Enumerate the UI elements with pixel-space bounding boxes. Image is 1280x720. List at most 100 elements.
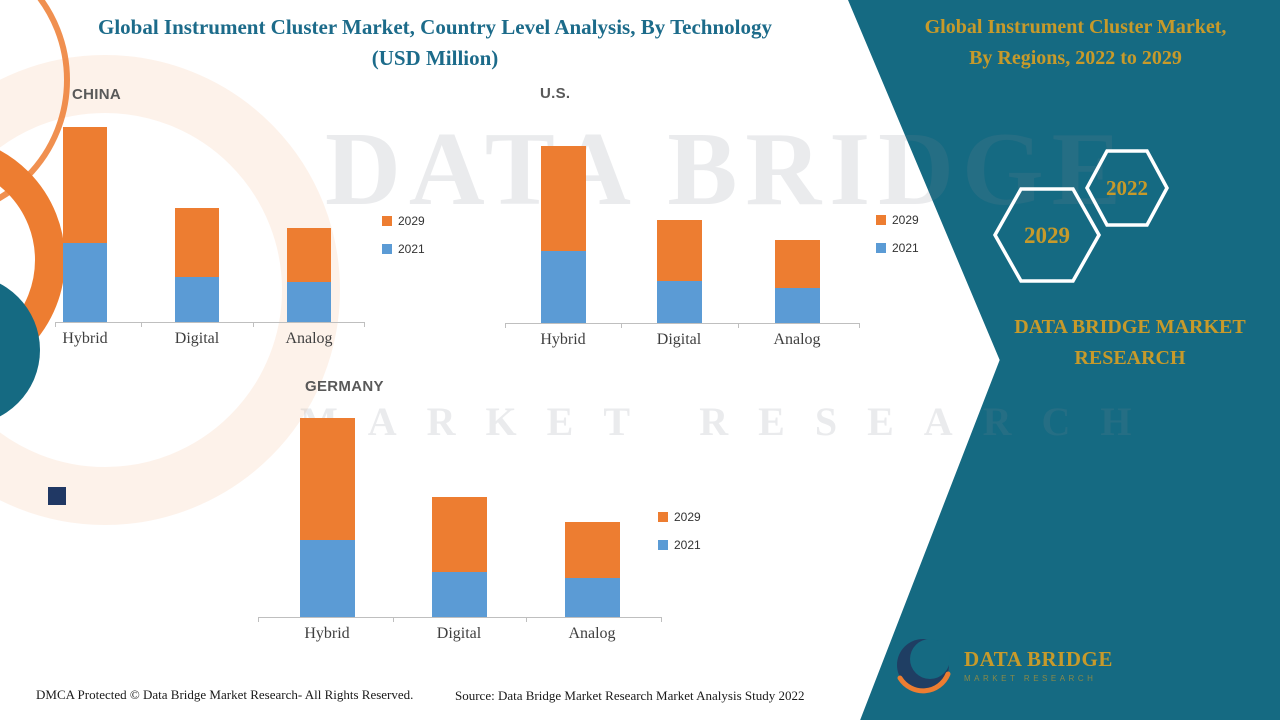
stacked-bar-analog: [287, 228, 331, 322]
bar-segment-2021: [299, 540, 355, 617]
category-labels: Hybrid Digital Analog: [505, 331, 860, 353]
category-label: Digital: [174, 330, 220, 347]
logo-text: DATA BRIDGE MARKET RESEARCH: [964, 647, 1113, 683]
legend-item-2021: 2021: [876, 241, 919, 255]
category-label: Hybrid: [304, 625, 350, 642]
logo-name: DATA BRIDGE: [964, 647, 1113, 671]
side-title-line2: By Regions, 2022 to 2029: [969, 47, 1182, 69]
bar-segment-2021: [656, 281, 702, 323]
axis-tick: [364, 322, 365, 327]
footer-dmca: DMCA Protected © Data Bridge Market Rese…: [36, 687, 414, 702]
plot-area: [55, 122, 365, 322]
plot-area: [505, 123, 860, 323]
category-label: Hybrid: [540, 331, 586, 348]
axis-tick: [393, 617, 394, 622]
legend-label: 2021: [398, 242, 425, 256]
brand-text-line1: DATA BRIDGE MARKET: [1014, 316, 1246, 338]
axis-tick: [661, 617, 662, 622]
hexagon-2022-outline: [1085, 149, 1169, 227]
axis-tick: [253, 322, 254, 327]
legend-item-2021: 2021: [658, 538, 701, 552]
stacked-bar-analog: [564, 522, 620, 617]
bar-segment-2029: [656, 220, 702, 281]
main-title-line2: (USD Million): [371, 46, 499, 70]
navy-square-decoration: [48, 487, 66, 505]
company-logo: DATA BRIDGE MARKET RESEARCH: [892, 634, 1113, 696]
category-label: Digital: [436, 625, 482, 642]
stacked-bar-digital: [431, 497, 487, 617]
bar-segment-2021: [431, 572, 487, 617]
stacked-bar-digital: [656, 220, 702, 323]
stacked-bar-hybrid: [63, 127, 107, 322]
axis-tick: [55, 322, 56, 327]
plot-area: [258, 412, 662, 617]
chart-us: U.S. Hybrid Digital Analog: [505, 84, 860, 353]
legend-item-2021: 2021: [382, 242, 425, 256]
legend-item-2029: 2029: [876, 213, 919, 227]
bar-segment-2029: [63, 127, 107, 243]
category-label: Analog: [773, 331, 821, 348]
category-labels: Hybrid Digital Analog: [55, 330, 365, 352]
chart-germany: GERMANY Hybrid Digital Analog: [258, 377, 662, 647]
chart-title-china: CHINA: [72, 86, 121, 103]
hexagon-2022-label: 2022: [1106, 176, 1148, 200]
bar-segment-2029: [564, 522, 620, 578]
x-axis: [505, 323, 860, 328]
brand-text: DATA BRIDGE MARKET RESEARCH: [1000, 312, 1260, 374]
legend-swatch: [658, 512, 668, 522]
bar-segment-2021: [175, 277, 219, 322]
bar-segment-2029: [175, 208, 219, 277]
chart-title-germany: GERMANY: [305, 378, 384, 395]
bar-segment-2029: [431, 497, 487, 572]
category-label: Analog: [568, 625, 616, 642]
brand-text-line2: RESEARCH: [1074, 347, 1186, 369]
bar-segment-2029: [299, 418, 355, 540]
watermark-text-large: DATA BRIDGE: [325, 110, 1130, 227]
category-labels: Hybrid Digital Analog: [258, 625, 662, 647]
axis-tick: [258, 617, 259, 622]
hexagon-2029-label: 2029: [1024, 223, 1070, 248]
axis-tick: [525, 617, 527, 622]
axis-tick: [505, 323, 506, 328]
axis-tick: [738, 323, 739, 328]
stacked-bar-digital: [175, 208, 219, 322]
bar-segment-2029: [774, 240, 820, 288]
category-label: Hybrid: [62, 330, 108, 347]
legend-label: 2029: [398, 214, 425, 228]
legend-swatch: [382, 216, 392, 226]
logo-mark-icon: [897, 639, 951, 694]
bar-segment-2021: [63, 243, 107, 322]
legend-china: 2029 2021: [382, 214, 425, 270]
bar-segment-2021: [774, 288, 820, 323]
bar-segment-2029: [287, 228, 331, 282]
stacked-bar-analog: [774, 240, 820, 323]
legend-item-2029: 2029: [382, 214, 425, 228]
chart-title-us: U.S.: [540, 85, 571, 102]
legend-label: 2029: [674, 510, 701, 524]
logo-tagline: MARKET RESEARCH: [964, 674, 1097, 683]
axis-tick: [859, 323, 860, 328]
chart-china: CHINA Hybrid Digital Analog: [55, 85, 365, 352]
legend-label: 2029: [892, 213, 919, 227]
hexagon-badges: 2022 2029: [992, 149, 1169, 283]
legend-swatch: [658, 540, 668, 550]
watermark-text-spaced: MARKET RESEARCH: [300, 399, 1162, 444]
legend-us: 2029 2021: [876, 213, 919, 269]
x-axis: [55, 322, 365, 327]
bar-segment-2021: [540, 251, 586, 323]
category-label: Analog: [285, 330, 333, 347]
side-band-title: Global Instrument Cluster Market, By Reg…: [878, 12, 1273, 74]
legend-swatch: [876, 243, 886, 253]
bar-segment-2021: [564, 578, 620, 617]
category-label: Digital: [656, 331, 702, 348]
stacked-bar-hybrid: [299, 418, 355, 617]
legend-label: 2021: [892, 241, 919, 255]
x-axis: [258, 617, 662, 622]
bar-segment-2021: [287, 282, 331, 322]
axis-tick: [141, 322, 142, 327]
hexagon-2029-outline: [992, 187, 1102, 283]
legend-item-2029: 2029: [658, 510, 701, 524]
main-title-line1: Global Instrument Cluster Market, Countr…: [98, 15, 772, 39]
bar-segment-2029: [540, 146, 586, 251]
